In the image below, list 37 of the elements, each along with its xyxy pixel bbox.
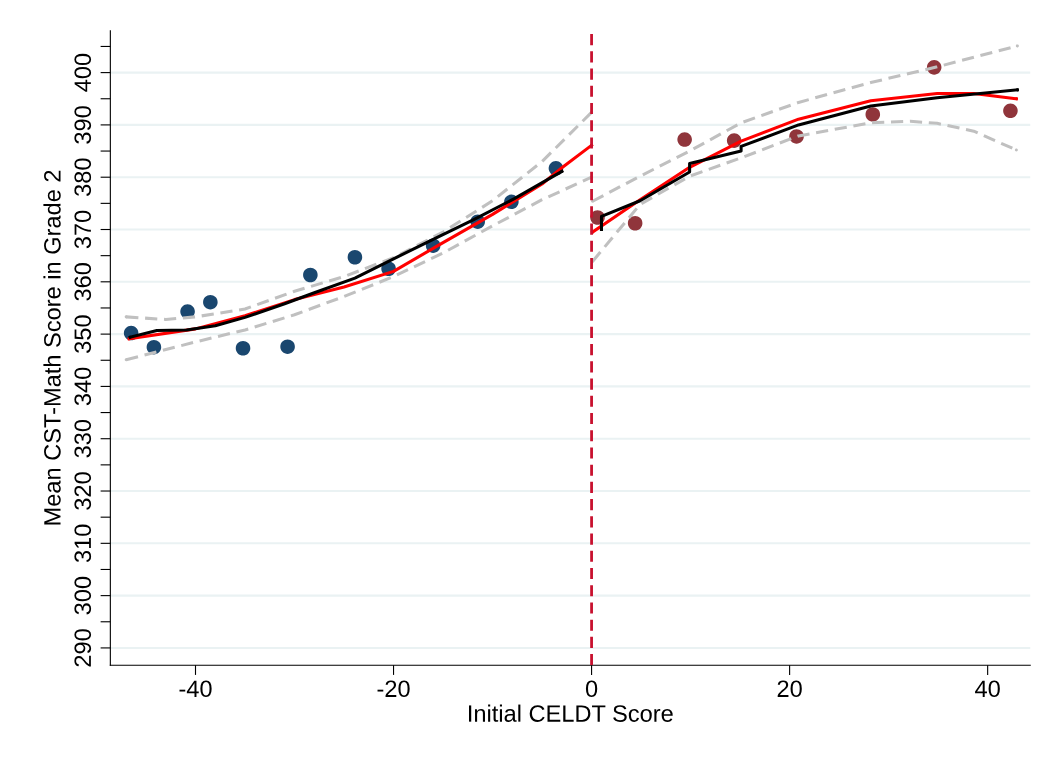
x-tick-label: -20 (377, 680, 410, 698)
point (560, 169, 564, 173)
point (1015, 88, 1019, 92)
point (865, 107, 881, 122)
point (1014, 97, 1018, 101)
y-tick-label: 380 (74, 158, 92, 196)
y-tick-label: 310 (74, 524, 92, 563)
point (203, 294, 218, 310)
y-tick-label: 300 (74, 576, 92, 615)
line-series (124, 110, 594, 321)
point (1014, 148, 1018, 152)
y-tick-label: 350 (74, 315, 92, 353)
y-tick-label: 320 (74, 472, 92, 510)
y-tick-label: 330 (74, 419, 92, 458)
point (235, 340, 251, 356)
x-tick-label: -40 (179, 680, 212, 698)
point (303, 267, 318, 283)
y-tick-label: 390 (74, 106, 92, 144)
point (347, 249, 363, 265)
y-tick-label: 340 (74, 367, 92, 406)
point (124, 315, 128, 319)
x-axis-title: Initial CELDT Score (469, 704, 673, 722)
point (677, 132, 692, 147)
x-tick-label: 0 (585, 680, 598, 698)
y-tick-label: 370 (74, 210, 92, 249)
x-tick-label: 40 (975, 680, 1000, 698)
point (124, 358, 128, 362)
point (1015, 44, 1019, 48)
y-tick-label: 360 (74, 263, 92, 301)
y-tick-label: 290 (74, 629, 92, 667)
y-tick-label: 400 (74, 53, 92, 92)
point (280, 339, 295, 354)
point (627, 215, 643, 231)
y-axis-title: Mean CST-Math Score in Grade 2 (43, 170, 61, 525)
point (1003, 103, 1018, 119)
point (591, 199, 595, 203)
x-tick-label: 20 (777, 680, 802, 698)
